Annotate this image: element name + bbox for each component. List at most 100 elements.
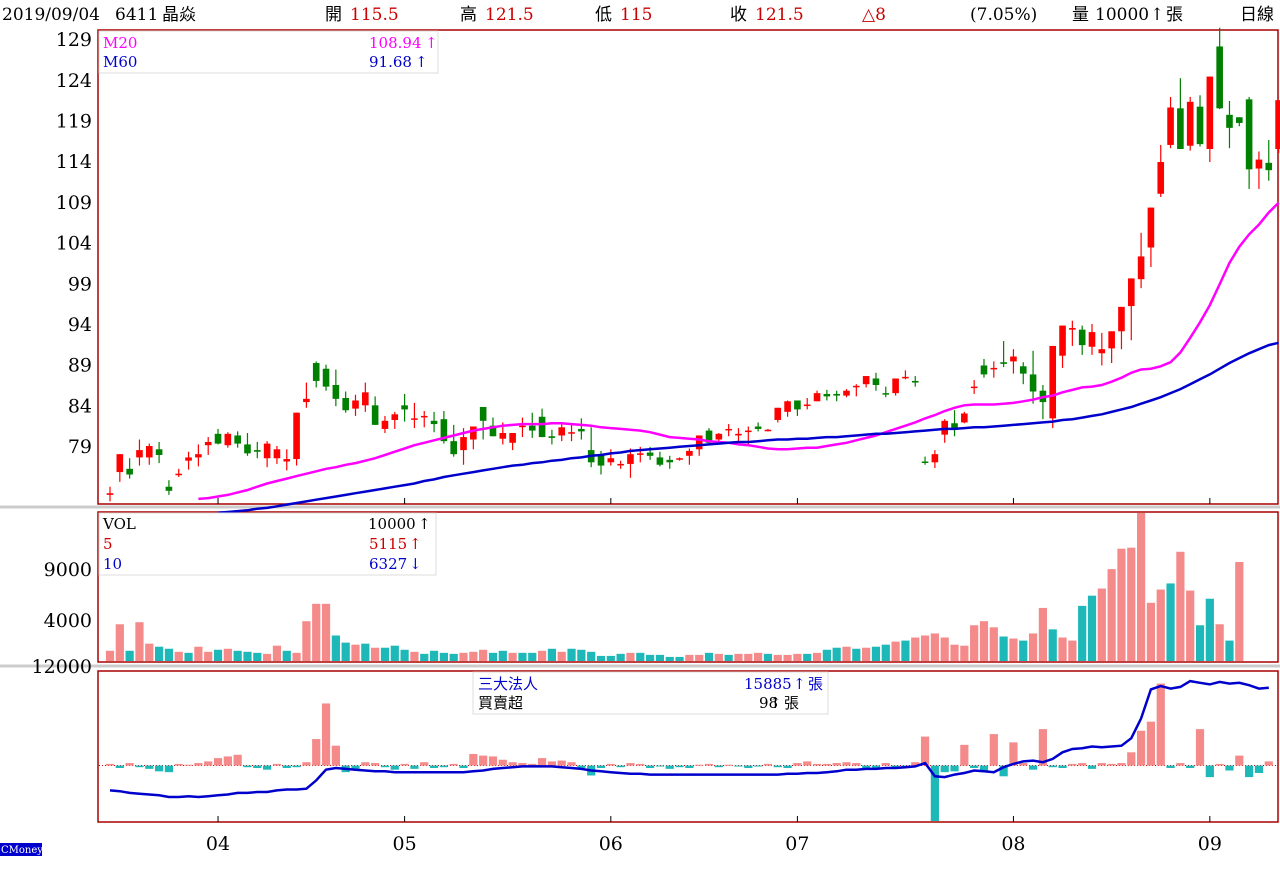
volume-bar — [911, 637, 920, 661]
candle-body — [352, 400, 359, 409]
candle-body — [1078, 329, 1086, 346]
candle-body — [558, 427, 566, 436]
candle-body — [1088, 332, 1096, 347]
institutional-bar — [1107, 763, 1116, 766]
candle-body — [1177, 108, 1184, 149]
volume-bar — [940, 637, 949, 661]
candle-body — [754, 426, 762, 429]
low-label: 低 — [595, 5, 612, 25]
institutional-unit: 張 — [808, 675, 823, 693]
header-bar: 2019/09/04 6411 晶焱 開 115.5 高 121.5 低 115… — [2, 5, 1274, 25]
high-label: 高 — [460, 5, 477, 25]
price-tick-label: 114 — [56, 151, 92, 173]
institutional-bar — [312, 739, 321, 766]
candle-body — [293, 412, 300, 460]
institutional-arrow-icon: ↑ — [793, 675, 806, 693]
volume-bar — [930, 633, 939, 661]
candle-body — [1127, 278, 1135, 307]
vol-ma5-arrow-icon: ↑ — [409, 535, 422, 553]
header-date: 2019/09/04 — [2, 5, 100, 25]
institutional-bar — [145, 765, 154, 769]
institutional-bar — [508, 762, 517, 766]
volume-bar — [1225, 640, 1234, 661]
institutional-bar — [292, 765, 301, 768]
candle-body — [136, 450, 143, 458]
candle-body — [470, 426, 477, 440]
volume-bar — [724, 654, 733, 661]
volume-bar — [1048, 629, 1057, 661]
candle-body — [214, 433, 222, 444]
candle-body — [902, 376, 909, 379]
volume-bar — [891, 641, 900, 661]
institutional-bar — [1087, 765, 1097, 769]
volume-bar — [989, 627, 998, 661]
volume-bar — [351, 644, 360, 661]
institutional-bar — [871, 765, 881, 769]
candle-body — [1098, 349, 1106, 354]
volume-bar — [518, 652, 527, 661]
price-tick-label: 89 — [68, 355, 92, 377]
candle-body — [489, 425, 497, 437]
volume-label: 量 — [1072, 5, 1089, 25]
volume-bar — [901, 640, 910, 661]
institutional-bar — [1166, 765, 1175, 769]
ma60-line — [217, 341, 1279, 515]
volume-bar — [508, 652, 517, 661]
volume-axis: 4000 9000 — [44, 559, 92, 632]
volume-bar — [842, 646, 851, 661]
volume-bar — [1117, 548, 1126, 661]
institutional-bar — [518, 763, 527, 766]
candle-body — [244, 444, 251, 454]
institutional-bar — [115, 765, 124, 769]
institutional-bar — [911, 762, 920, 766]
volume-bar — [331, 635, 340, 661]
price-tick-label: 109 — [56, 192, 92, 214]
institutional-bar — [1048, 765, 1057, 768]
institutional-bar — [812, 763, 822, 766]
institutional-bar — [331, 745, 340, 766]
candle-body — [853, 385, 860, 388]
institutional-bar — [1028, 765, 1038, 770]
institutional-bar — [734, 765, 743, 767]
candle-body — [116, 454, 124, 473]
month-label: 05 — [393, 833, 417, 855]
volume-bar — [439, 652, 448, 661]
volume-bar — [970, 625, 979, 661]
candle-body — [460, 437, 467, 451]
volume-bar — [105, 650, 115, 661]
institutional-bar — [263, 765, 272, 770]
institutional-bar — [469, 753, 478, 766]
volume-bar — [685, 654, 694, 661]
institutional-bar — [1058, 765, 1067, 769]
volume-bar — [606, 655, 615, 661]
volume-bar — [537, 650, 547, 661]
institutional-bar — [449, 763, 458, 766]
price-axis: 79 84 89 94 99 104 109 114 119 124 129 — [56, 29, 92, 458]
institutional-bar — [1176, 763, 1185, 766]
volume-bar — [390, 645, 399, 661]
candle-body — [1275, 100, 1280, 149]
volume-bar — [1009, 638, 1018, 661]
candle-body — [705, 430, 713, 443]
institutional-bar — [1078, 763, 1087, 766]
institutional-bar — [351, 765, 360, 771]
vol-ma5-value: 5115 — [369, 535, 407, 553]
vol-arrow-icon: ↑ — [418, 515, 431, 533]
institutional-bar — [282, 765, 291, 769]
institutional-bar — [1009, 742, 1018, 766]
candle-body — [617, 463, 624, 466]
volume-bar — [292, 652, 301, 661]
candle-body — [1226, 114, 1233, 128]
candle-body — [479, 406, 487, 421]
volume-bar — [744, 653, 753, 661]
candle-body — [872, 378, 880, 385]
institutional-bar — [881, 763, 890, 766]
candle-body — [155, 449, 163, 455]
volume-bar — [1195, 625, 1205, 661]
volume-bar — [1186, 590, 1195, 661]
candle-body — [528, 425, 536, 431]
candle-body — [784, 401, 791, 412]
institutional-bar — [390, 765, 399, 770]
volume-bar — [528, 652, 537, 661]
volume-bar — [881, 644, 890, 661]
